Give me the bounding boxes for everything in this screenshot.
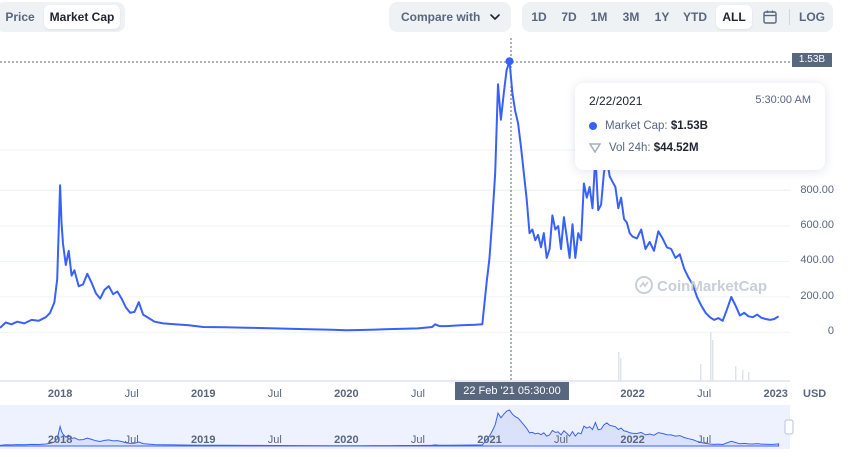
watermark: CoinMarketCap <box>634 275 767 295</box>
volume-bar <box>748 372 750 381</box>
tooltip-market-cap-row: Market Cap: $1.53B <box>589 120 708 132</box>
volume-bar <box>735 366 737 381</box>
range-1d[interactable]: 1D <box>531 10 547 24</box>
x-tick-label: 2019 <box>190 388 216 400</box>
toolbar-divider <box>789 9 790 25</box>
volume-icon <box>589 143 601 153</box>
tooltip-market-cap-value: $1.53B <box>670 120 708 132</box>
navigator-tick-label: 2018 <box>47 434 73 446</box>
series-dot-icon <box>589 121 597 130</box>
navigator-tick-label: 2022 <box>620 434 645 446</box>
range-1y[interactable]: 1Y <box>654 10 670 24</box>
range-7d[interactable]: 7D <box>561 10 577 24</box>
y-tick-label: 200.00 <box>800 289 834 302</box>
range-selector: 1D 7D 1M 3M 1Y YTD ALL LOG <box>522 2 833 32</box>
tooltip-volume-value: $44.52M <box>653 142 699 154</box>
metric-tab-group: Price Market Cap <box>0 2 125 32</box>
range-3m[interactable]: 3M <box>622 10 640 24</box>
gridlines <box>0 149 790 382</box>
x-tick-label: Jul <box>124 388 139 400</box>
market-cap-line <box>0 60 780 332</box>
navigator-tick-label: 2020 <box>334 434 359 446</box>
tooltip-volume-label: Vol 24h: <box>609 142 651 154</box>
chart-tooltip: 2/22/2021 5:30:00 AM Market Cap: $1.53B … <box>575 83 825 170</box>
x-tick-label: Jul <box>697 388 712 400</box>
navigator-tick-label: Jul <box>267 434 282 446</box>
y-tick-label: 400.00 <box>800 254 834 267</box>
y-tick-label: 800.00 <box>800 183 834 196</box>
coinmarketcap-logo-icon <box>635 276 653 294</box>
calendar-icon[interactable] <box>762 9 778 25</box>
watermark-text: CoinMarketCap <box>657 278 768 295</box>
highlight-point <box>505 57 514 66</box>
tab-price[interactable]: Price <box>5 10 35 24</box>
tooltip-date: 2/22/2021 <box>589 94 643 108</box>
x-tick-label: 2023 <box>763 388 788 400</box>
chevron-down-icon <box>490 14 500 20</box>
navigator-tick-label: 2021 <box>477 434 502 446</box>
volume-bar <box>700 364 702 381</box>
log-scale-toggle[interactable]: LOG <box>799 10 825 24</box>
range-1m[interactable]: 1M <box>590 10 608 24</box>
crosshair-x-label: 22 Feb '21 05:30:00 <box>455 382 569 400</box>
navigator-tick-label: 2019 <box>190 434 216 446</box>
compare-with-dropdown[interactable]: Compare with <box>389 2 511 32</box>
tooltip-time: 5:30:00 AM <box>755 94 811 106</box>
navigator-tick-label: Jul <box>410 434 425 446</box>
volume-bar <box>620 358 622 381</box>
volume-bar <box>712 340 714 381</box>
tab-market-cap[interactable]: Market Cap <box>44 5 120 29</box>
volume-bar <box>710 332 712 381</box>
x-tick-label: 2022 <box>620 388 645 400</box>
x-tick-label: 2020 <box>334 388 359 400</box>
navigator-handle[interactable] <box>784 419 794 435</box>
y-tick-label: 0 <box>827 325 834 338</box>
navigator-tick-label: Jul <box>553 434 569 446</box>
navigator-tick-label: Jul <box>124 434 139 446</box>
range-ytd[interactable]: YTD <box>683 10 707 24</box>
navigator-area <box>0 409 780 447</box>
y-tick-label: 600.00 <box>800 219 834 231</box>
tooltip-volume-row: Vol 24h: $44.52M <box>589 142 699 154</box>
range-all[interactable]: ALL <box>716 5 752 29</box>
tooltip-market-cap-label: Market Cap: <box>605 120 668 132</box>
crosshair-y-label: 1.53B <box>792 53 832 67</box>
x-tick-label: Jul <box>267 388 282 400</box>
currency-label: USD <box>803 388 827 400</box>
navigator-tick-label: Jul <box>697 434 712 446</box>
x-tick-label: Jul <box>410 388 425 400</box>
volume-bar <box>618 352 620 381</box>
volume-bars <box>618 332 750 381</box>
compare-with-label: Compare with <box>401 10 481 24</box>
volume-bar <box>742 370 744 381</box>
x-tick-label: 2018 <box>47 388 73 400</box>
